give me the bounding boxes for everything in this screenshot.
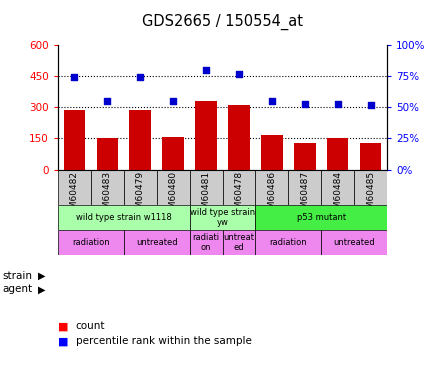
Bar [58, 205, 190, 230]
Text: GSM60482: GSM60482 [70, 171, 79, 220]
Bar [190, 170, 222, 205]
Point [301, 100, 308, 106]
Bar [64, 110, 85, 170]
Bar [327, 138, 348, 170]
Point [268, 98, 275, 104]
Bar [354, 170, 387, 205]
Text: ■: ■ [58, 321, 69, 331]
Bar [58, 170, 91, 205]
Bar [157, 170, 190, 205]
Bar [222, 230, 255, 255]
Text: GSM60487: GSM60487 [300, 171, 309, 220]
Bar [360, 143, 381, 170]
Bar [190, 230, 222, 255]
Point [170, 98, 177, 104]
Bar [222, 170, 255, 205]
Text: untreated: untreated [333, 238, 375, 247]
Bar [321, 230, 387, 255]
Text: percentile rank within the sample: percentile rank within the sample [76, 336, 251, 346]
Bar [288, 170, 321, 205]
Bar [228, 105, 250, 170]
Text: untreat
ed: untreat ed [223, 233, 255, 252]
Point [104, 98, 111, 104]
Bar [162, 137, 184, 170]
Text: p53 mutant: p53 mutant [297, 213, 346, 222]
Bar [195, 101, 217, 170]
Bar [124, 230, 190, 255]
Text: strain: strain [2, 271, 32, 280]
Text: GSM60480: GSM60480 [169, 171, 178, 220]
Text: untreated: untreated [136, 238, 178, 247]
Point [71, 74, 78, 80]
Bar [97, 138, 118, 170]
Text: wild type strain w1118: wild type strain w1118 [76, 213, 172, 222]
Bar [255, 205, 387, 230]
Text: GSM60479: GSM60479 [136, 171, 145, 220]
Bar [261, 135, 283, 170]
Text: GSM60483: GSM60483 [103, 171, 112, 220]
Text: ▶: ▶ [38, 271, 45, 280]
Text: GSM60484: GSM60484 [333, 171, 342, 220]
Bar [91, 170, 124, 205]
Text: count: count [76, 321, 105, 331]
Bar [190, 205, 255, 230]
Point [334, 100, 341, 106]
Text: ▶: ▶ [38, 285, 45, 294]
Bar [255, 170, 288, 205]
Text: GSM60481: GSM60481 [202, 171, 210, 220]
Point [367, 102, 374, 108]
Text: agent: agent [2, 285, 32, 294]
Text: GDS2665 / 150554_at: GDS2665 / 150554_at [142, 14, 303, 30]
Bar [124, 170, 157, 205]
Bar [255, 230, 321, 255]
Point [137, 74, 144, 80]
Text: GSM60486: GSM60486 [267, 171, 276, 220]
Text: radiati
on: radiati on [193, 233, 219, 252]
Bar [129, 110, 151, 170]
Bar [294, 143, 316, 170]
Bar [321, 170, 354, 205]
Text: GSM60478: GSM60478 [235, 171, 243, 220]
Text: radiation: radiation [72, 238, 109, 247]
Text: ■: ■ [58, 336, 69, 346]
Text: wild type strain
yw: wild type strain yw [190, 208, 255, 227]
Point [202, 67, 210, 73]
Text: radiation: radiation [270, 238, 307, 247]
Text: GSM60485: GSM60485 [366, 171, 375, 220]
Point [235, 70, 243, 76]
Bar [58, 230, 124, 255]
